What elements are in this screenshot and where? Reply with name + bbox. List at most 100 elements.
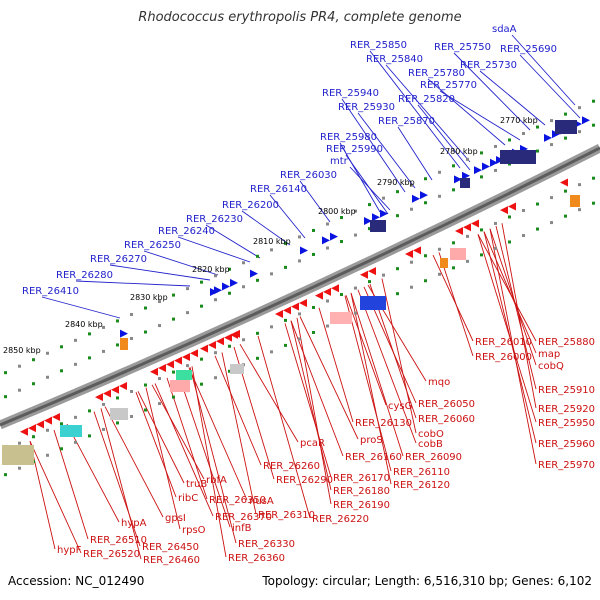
track-dot: [270, 350, 273, 354]
track-dot: [312, 305, 315, 309]
track-dot: [214, 351, 217, 355]
reverse-gene-label: RER_26290: [276, 475, 333, 486]
gene-feature-box: [230, 364, 244, 374]
forward-gene-label: RER_25770: [420, 80, 477, 91]
track-dot: [340, 216, 343, 220]
track-dot: [452, 241, 455, 245]
forward-callout-line: [109, 264, 211, 281]
track-dot: [340, 293, 343, 297]
forward-gene-arrow: [222, 282, 230, 291]
track-dot: [494, 221, 497, 225]
gene-feature-box: [570, 195, 580, 207]
reverse-gene-label: proS: [360, 435, 383, 446]
forward-gene-arrow: [120, 329, 128, 338]
reverse-gene-arrow: [28, 424, 36, 433]
forward-gene-label: RER_26140: [250, 184, 307, 195]
reverse-gene-label: RER_26170: [333, 473, 390, 484]
kbp-tick-label: 2840 kbp: [65, 320, 103, 329]
forward-callout-line: [339, 142, 381, 213]
reverse-gene-label: RER_26330: [238, 539, 295, 550]
reverse-gene-arrow: [182, 352, 190, 361]
backbone-core: [0, 146, 600, 427]
reverse-gene-arrow: [299, 298, 307, 307]
forward-callout-line: [439, 90, 521, 141]
forward-callout-line: [299, 180, 331, 223]
reverse-gene-arrow: [500, 206, 508, 215]
reverse-gene-arrow: [119, 382, 127, 391]
track-dot: [130, 312, 133, 316]
reverse-gene-arrow: [36, 420, 44, 429]
forward-gene-arrow: [544, 133, 552, 142]
track-dot: [88, 434, 91, 438]
reverse-gene-label: RER_26370: [215, 512, 272, 523]
track-dot: [200, 357, 203, 361]
forward-callout-line: [397, 126, 433, 181]
track-dot: [438, 247, 441, 251]
reverse-gene-label: map: [538, 349, 560, 360]
track-dot: [438, 272, 441, 276]
forward-gene-label: RER_25980: [320, 132, 377, 143]
gene-feature-box: [170, 380, 190, 392]
forward-gene-label: RER_26250: [124, 240, 181, 251]
track-dot: [130, 414, 133, 418]
reverse-gene-label: RER_26220: [312, 514, 369, 525]
track-dot: [46, 428, 49, 432]
kbp-tick-label: 2820 kbp: [192, 265, 230, 274]
gene-feature-box: [176, 370, 192, 380]
reverse-gene-label: hypF: [57, 545, 82, 556]
track-dot: [564, 189, 567, 193]
track-dot: [60, 369, 63, 373]
track-dot: [46, 375, 49, 379]
track-dot: [592, 99, 595, 103]
reverse-callout-line: [299, 316, 359, 440]
track-dot: [32, 435, 35, 439]
forward-callout-line: [519, 54, 581, 119]
track-dot: [144, 306, 147, 310]
track-dot: [550, 196, 553, 200]
forward-gene-label: RER_26280: [56, 270, 113, 281]
forward-gene-arrow: [372, 213, 380, 222]
track-dot: [200, 304, 203, 308]
forward-gene-arrow: [462, 171, 470, 180]
reverse-callout-line: [344, 295, 392, 472]
reverse-gene-arrow: [150, 367, 158, 376]
forward-callout-line: [369, 50, 461, 169]
track-dot: [60, 345, 63, 349]
reverse-gene-label: truB: [186, 479, 207, 490]
reverse-callout-line: [290, 320, 344, 457]
reverse-gene-label: RER_26510: [90, 535, 147, 546]
track-dot: [354, 233, 357, 237]
forward-gene-label: RER_25840: [366, 54, 423, 65]
track-dot: [480, 253, 483, 257]
reverse-callout-line: [104, 406, 164, 518]
track-dot: [298, 312, 301, 316]
reverse-gene-arrow: [208, 340, 216, 349]
reverse-gene-arrow: [323, 287, 331, 296]
track-dot: [480, 175, 483, 179]
reverse-gene-label: RER_25970: [538, 460, 595, 471]
forward-gene-label: mtr: [330, 156, 349, 167]
track-dot: [256, 254, 259, 258]
forward-gene-arrow: [412, 194, 420, 203]
reverse-gene-label: RER_26160: [345, 452, 402, 463]
track-dot: [550, 221, 553, 225]
forward-gene-label: RER_25780: [408, 68, 465, 79]
reverse-gene-label: rpsO: [182, 525, 206, 536]
track-dot: [424, 254, 427, 258]
track-dot: [228, 369, 231, 373]
forward-gene-label: RER_26270: [90, 254, 147, 265]
reverse-gene-arrow: [368, 267, 376, 276]
reverse-gene-arrow: [52, 412, 60, 421]
forward-gene-arrow: [454, 175, 462, 184]
forward-gene-arrow: [210, 288, 218, 297]
track-dot: [410, 183, 413, 187]
forward-callout-line: [143, 250, 219, 276]
reverse-callout-line: [93, 411, 141, 547]
reverse-callout-line: [135, 392, 177, 498]
reverse-gene-arrow: [174, 356, 182, 365]
forward-callout-line: [479, 70, 546, 126]
track-dot: [424, 279, 427, 283]
reverse-gene-arrow: [315, 291, 323, 300]
track-dot: [298, 337, 301, 341]
reverse-gene-arrow: [216, 337, 224, 346]
